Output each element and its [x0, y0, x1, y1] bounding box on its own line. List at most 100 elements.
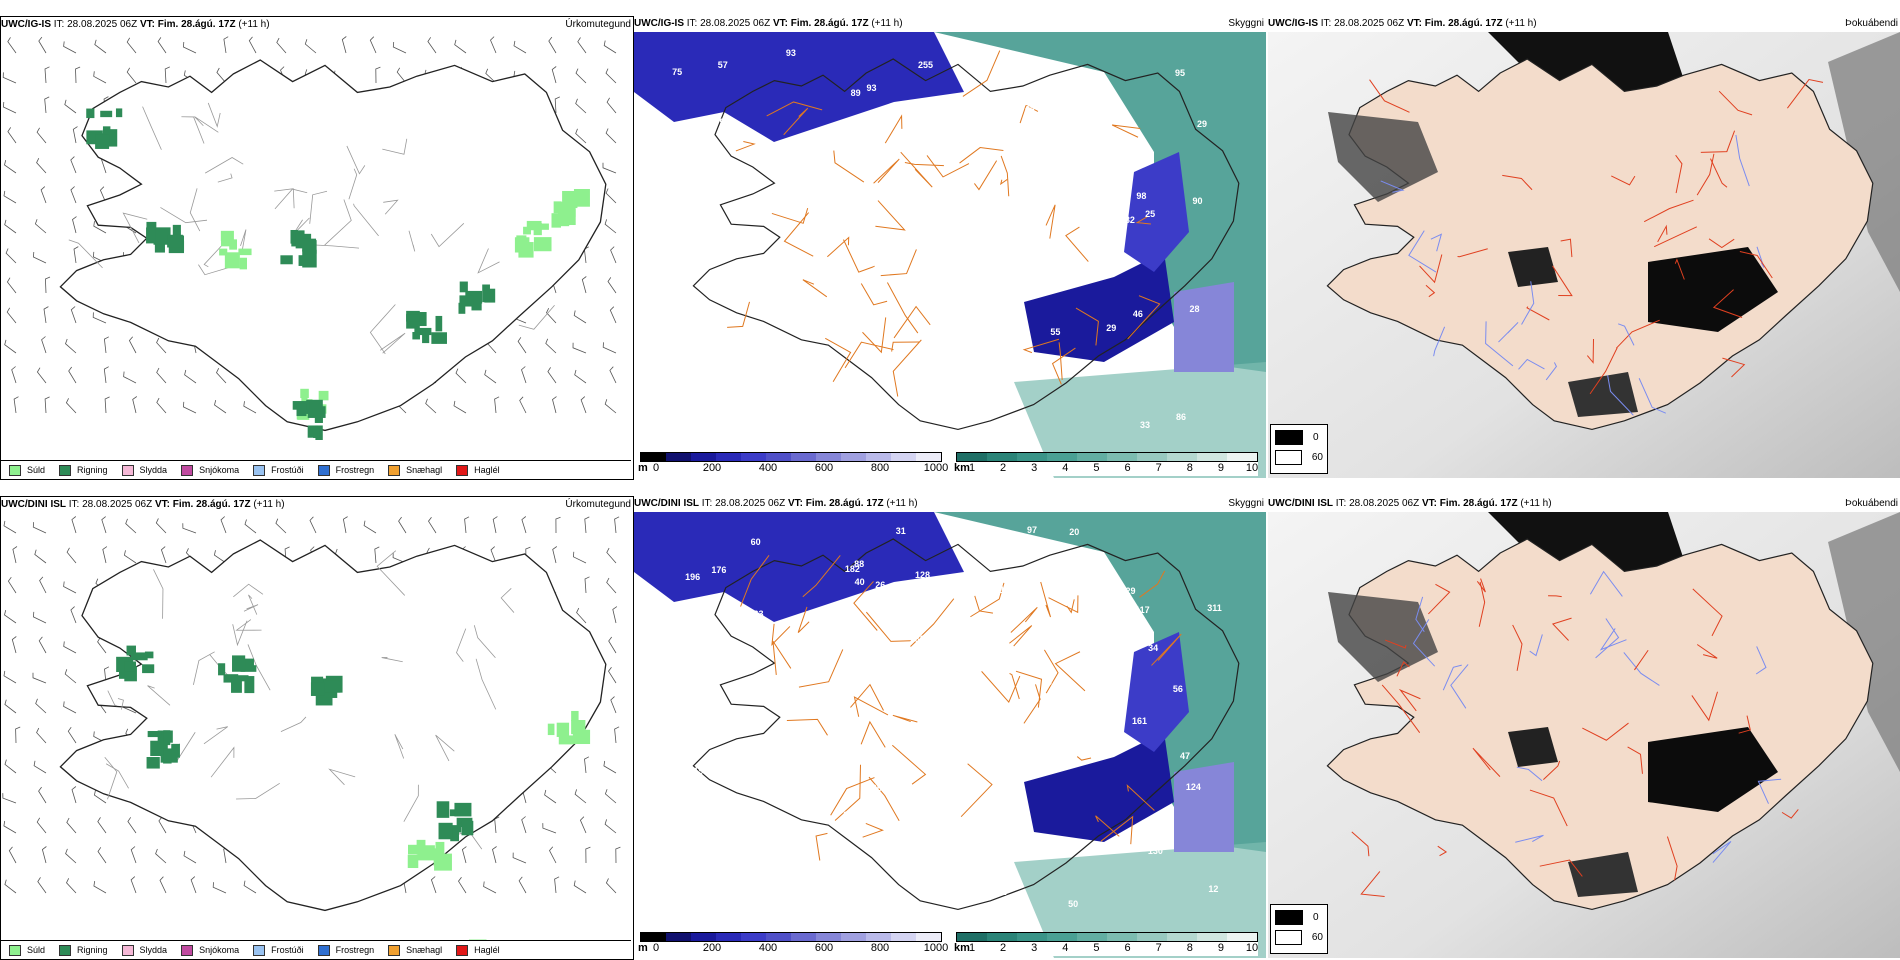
visibility-value: 34 — [953, 284, 964, 295]
visibility-value: 80 — [1024, 107, 1035, 118]
valid-time: Fim. 28.ágú. 17Z — [157, 19, 236, 30]
legend-label: Frostúði — [271, 465, 304, 475]
colorbar-tick: 8 — [1186, 462, 1193, 474]
visibility-value: 172 — [743, 857, 759, 867]
legend-item: Snæhagl — [388, 944, 443, 956]
panel-header: UWC/DINI ISL IT: 28.08.2025 06Z VT: Fim.… — [634, 496, 1266, 512]
visibility-value: 49 — [755, 392, 766, 403]
valid-time: Fim. 28.ágú. 17Z — [1439, 498, 1518, 509]
coastline — [692, 58, 1240, 431]
legend-item: Slydda — [121, 944, 167, 956]
visibility-value: 86 — [1176, 411, 1187, 422]
visibility-value: 53 — [1041, 371, 1052, 382]
visibility-value: 15 — [1000, 868, 1011, 879]
map-canvas — [634, 512, 1266, 958]
valid-label: VT: — [772, 18, 788, 29]
visibility-value: 40 — [999, 271, 1010, 282]
valid-time: Fim. 28.ágú. 17Z — [1424, 18, 1503, 29]
legend-swatch — [456, 464, 469, 476]
legend-swatch — [9, 944, 21, 956]
legend-label: 60 — [1311, 932, 1323, 943]
init-label: IT: — [1335, 498, 1347, 509]
init-time: 28.08.2025 06Z — [715, 498, 786, 509]
init-time: 28.08.2025 06Z — [67, 19, 138, 30]
visibility-value: 167 — [704, 718, 720, 729]
colorbar-tick: 6 — [1124, 462, 1131, 474]
init-time: 28.08.2025 06Z — [82, 499, 153, 510]
visibility-value: 163 — [748, 608, 764, 619]
map-canvas — [634, 32, 1266, 478]
visibility-value: 88 — [854, 558, 865, 569]
visibility-value: 24 — [668, 848, 679, 859]
legend-swatch — [9, 464, 21, 476]
valid-label: VT: — [1406, 18, 1422, 29]
model-name: UWC/DINI ISL — [634, 498, 699, 509]
legend-swatch — [59, 464, 72, 476]
legend-label: Snjókoma — [199, 945, 240, 955]
legend-item: Haglél — [456, 944, 500, 956]
visibility-value: 26 — [875, 580, 886, 591]
visibility-value: 60 — [750, 536, 761, 547]
visibility-value: 90 — [1192, 195, 1203, 206]
visibility-value: 185 — [999, 584, 1015, 595]
visibility-value: 182 — [844, 563, 860, 574]
colorbar-tick: 6 — [1124, 942, 1131, 954]
colorbar-unit: m — [638, 942, 648, 954]
valid-label: VT: — [787, 498, 803, 509]
coastline — [692, 538, 1240, 911]
valid-time: Fim. 28.ágú. 17Z — [172, 499, 251, 510]
legend-swatch — [181, 464, 194, 476]
colorbar-tick: 8 — [1186, 942, 1193, 954]
visibility-value: 109 — [872, 265, 888, 276]
visibility-value: 47 — [1179, 750, 1190, 761]
visibility-value: 81 — [1035, 114, 1046, 125]
precip-type-legend: Súld Rigning Slydda Snjókoma Frostúði Frostre… — [1, 460, 631, 479]
lead-time: (+11 h) — [871, 18, 903, 29]
colorbar-tick: 400 — [758, 942, 778, 954]
visibility-value: 92 — [719, 116, 730, 127]
init-label: IT: — [701, 498, 713, 509]
map-panel-ig-fog: UWC/IG-IS IT: 28.08.2025 06Z VT: Fim. 28… — [1268, 16, 1900, 478]
visibility-value: 57 — [717, 60, 728, 71]
visibility-value: 33 — [1140, 419, 1151, 430]
panel-title: Þokuábendi — [1845, 498, 1898, 509]
panel-title: Úrkomutegund — [565, 499, 631, 510]
legend-item: Rigning — [59, 464, 108, 476]
map-canvas — [2, 36, 617, 440]
visibility-value: 219 — [843, 810, 859, 821]
legend-swatch — [1275, 430, 1303, 445]
visibility-value: 10 — [867, 228, 878, 239]
init-time: 28.08.2025 06Z — [1349, 498, 1420, 509]
visibility-value: 107 — [920, 856, 936, 867]
colorbar-tick: 0 — [652, 942, 660, 954]
visibility-value: 93 — [866, 82, 877, 93]
legend-item: 0 — [1275, 910, 1323, 925]
visibility-value: 98 — [1136, 190, 1147, 201]
legend-swatch — [317, 464, 330, 476]
visibility-value: 93 — [785, 48, 796, 58]
colorbar-tick: 9 — [1217, 462, 1224, 474]
coastline — [59, 539, 607, 912]
map-canvas — [1268, 512, 1900, 958]
legend-item: Rigning — [59, 944, 108, 956]
colorbar-unit: km — [954, 462, 970, 474]
colorbar-tick: 1000 — [923, 462, 949, 474]
legend-swatch — [121, 464, 134, 476]
colorbar-tick: 800 — [870, 462, 890, 474]
legend-label: Snæhagl — [406, 465, 443, 475]
legend-item: Haglél — [456, 464, 500, 476]
visibility-value: 176 — [711, 564, 727, 575]
legend-label: Snæhagl — [406, 945, 443, 955]
colorbar-tick: 200 — [702, 462, 722, 474]
legend-label: 0 — [1313, 432, 1319, 443]
visibility-value: 55 — [1050, 326, 1061, 337]
legend-swatch — [253, 464, 266, 476]
visibility-value: 128 — [958, 206, 974, 217]
colorbar-tick: 1 — [968, 462, 976, 474]
legend-swatch — [456, 944, 469, 956]
init-time: 28.08.2025 06Z — [1334, 18, 1405, 29]
colorbar-tick: 3 — [1031, 462, 1038, 474]
visibility-value: 306 — [866, 782, 882, 793]
visibility-value: 311 — [1207, 602, 1222, 613]
colorbar-m: m 0 200 400 600 800 1000 — [638, 932, 948, 956]
